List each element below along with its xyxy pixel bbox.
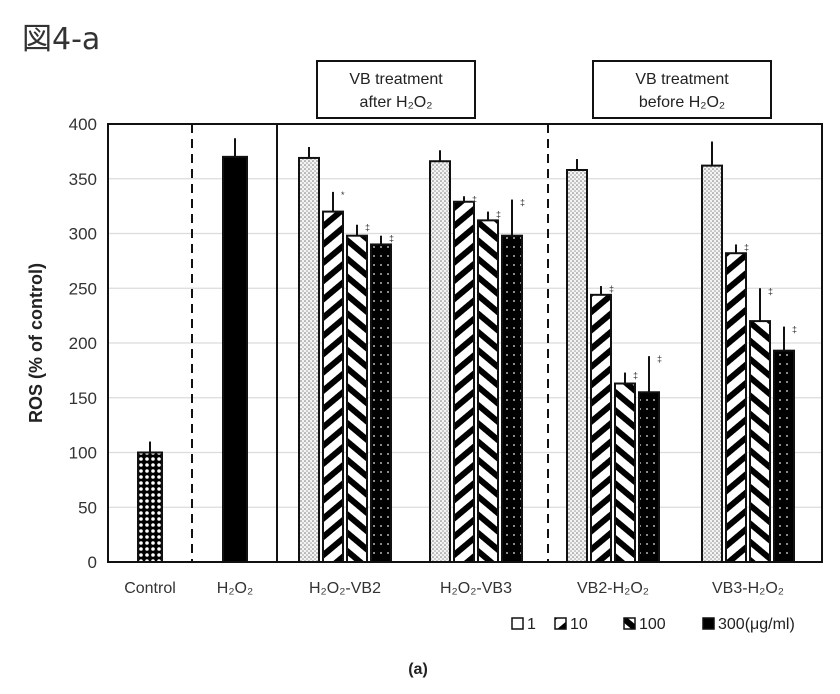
bar-100	[477, 219, 499, 564]
annotation-text: VB treatment	[349, 71, 443, 88]
bar-10	[453, 200, 475, 563]
annotation-text: after H₂O₂	[360, 94, 433, 111]
bar-300	[370, 243, 392, 563]
bar-h2o2	[222, 155, 248, 563]
x-tick-label: H₂O₂	[217, 580, 253, 597]
legend-swatch	[511, 617, 524, 630]
y-tick-label: 50	[78, 498, 97, 517]
legend-swatch	[702, 617, 715, 630]
bar-control	[137, 451, 163, 563]
annotation-box	[592, 60, 772, 119]
annotation-box	[316, 60, 476, 119]
bar-1	[701, 164, 723, 564]
figure-label: 図4-a	[22, 22, 101, 57]
annotations: VB treatment after H₂O₂ VB treatment before…	[316, 60, 772, 119]
x-tick-label: VB3-H₂O₂	[712, 580, 784, 597]
bar-10	[590, 293, 612, 563]
bars: * ‡ ‡ ‡ ‡ ‡ ‡ ‡ ‡ ‡ ‡ ‡	[137, 138, 797, 564]
y-tick-label: 200	[69, 334, 97, 353]
significance-marker: ‡	[389, 234, 394, 244]
y-tick-label: 400	[69, 115, 97, 134]
x-tick-label: Control	[124, 580, 176, 597]
figure-caption: (a)	[408, 661, 428, 678]
bar-100	[614, 382, 636, 564]
significance-marker: ‡	[768, 286, 773, 296]
bar-300	[501, 234, 523, 563]
significance-marker: *	[341, 190, 345, 200]
significance-marker: ‡	[792, 325, 797, 335]
significance-marker: ‡	[496, 210, 501, 220]
legend-swatch	[554, 617, 567, 630]
legend-label: 300(μg/ml)	[718, 616, 795, 633]
legend-swatch	[623, 617, 636, 630]
y-tick-label: 0	[88, 553, 97, 572]
legend-label: 10	[570, 616, 588, 633]
legend-label: 100	[639, 616, 666, 633]
bar-300	[773, 349, 795, 564]
significance-marker: ‡	[657, 354, 662, 364]
significance-marker: ‡	[520, 198, 525, 208]
bar-10	[725, 252, 747, 564]
y-tick-label: 100	[69, 444, 97, 463]
significance-marker: ‡	[365, 223, 370, 233]
y-tick-label: 300	[69, 225, 97, 244]
x-tick-label: H₂O₂-VB3	[440, 580, 512, 597]
y-tick-label: 350	[69, 170, 97, 189]
significance-marker: ‡	[633, 371, 638, 381]
y-tick-label: 250	[69, 279, 97, 298]
annotation-text: before H₂O₂	[639, 94, 725, 111]
y-tick-label: 150	[69, 389, 97, 408]
bar-1	[429, 160, 451, 563]
bar-10	[322, 210, 344, 563]
y-axis-label: ROS (% of control)	[26, 263, 46, 423]
significance-marker: ‡	[472, 194, 477, 204]
x-tick-labels: Control H₂O₂ H₂O₂-VB2 H₂O₂-VB3 VB2-H₂O₂ VB3-H…	[124, 580, 784, 597]
bar-100	[749, 320, 771, 563]
significance-marker: ‡	[744, 242, 749, 252]
bar-1	[298, 156, 320, 563]
y-tick-labels: 0 50 100 150 200 250 300 350 400	[69, 115, 97, 572]
annotation-text: VB treatment	[635, 71, 729, 88]
legend-label: 1	[527, 616, 536, 633]
x-tick-label: VB2-H₂O₂	[577, 580, 649, 597]
bar-1	[566, 168, 588, 564]
significance-marker: ‡	[609, 284, 614, 294]
x-tick-label: H₂O₂-VB2	[309, 580, 381, 597]
bar-100	[346, 234, 368, 563]
legend: 1 10 100 300(μg/ml)	[511, 616, 795, 633]
bar-300	[638, 391, 660, 563]
